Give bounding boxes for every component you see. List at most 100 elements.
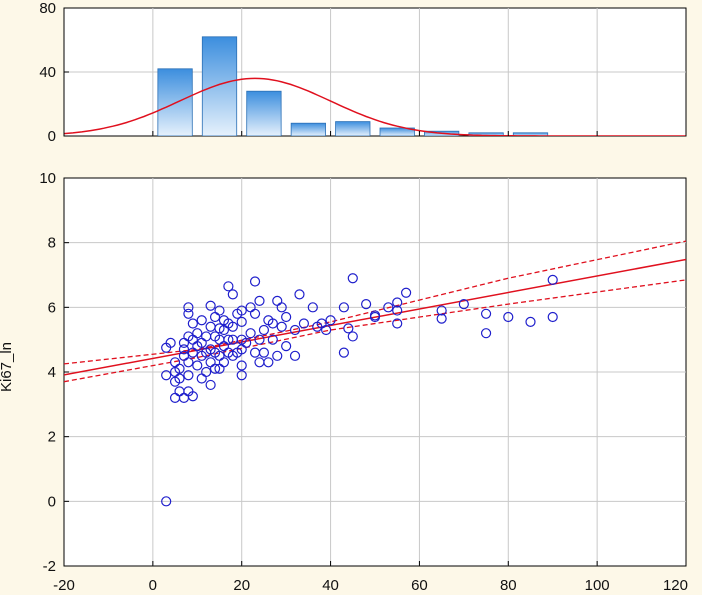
scatter-point — [258, 324, 270, 336]
regression-line — [64, 258, 686, 376]
scatter-point — [263, 357, 274, 368]
scatter-point — [321, 324, 332, 336]
scatter-points — [161, 273, 558, 507]
scatter-point — [401, 287, 412, 298]
scatter-y-tick-label: 0 — [48, 493, 56, 510]
scatter-point — [267, 334, 278, 345]
scatter-point — [258, 347, 270, 358]
scatter-point — [205, 300, 216, 311]
scatter-y-tick-label: 2 — [48, 429, 56, 446]
scatter-point — [241, 337, 252, 348]
scatter-point — [392, 318, 403, 329]
scatter-point — [392, 297, 403, 308]
scatter-point — [347, 331, 358, 342]
scatter-point — [338, 302, 349, 313]
scatter-point — [343, 323, 354, 334]
scatter-point — [272, 350, 283, 361]
scatter-point — [223, 281, 234, 292]
scatter-point — [392, 305, 403, 316]
scatter-point — [183, 302, 194, 313]
scatter-point — [281, 341, 292, 352]
histogram-bar — [379, 127, 415, 136]
scatter-y-tick-label: 4 — [48, 364, 56, 381]
scatter-point — [187, 391, 198, 402]
scatter-point — [192, 360, 203, 371]
scatter-point — [178, 344, 190, 355]
scatter-point — [214, 323, 225, 334]
scatter-point — [480, 308, 492, 319]
scatter-point — [276, 302, 287, 313]
histogram-bars — [157, 36, 549, 136]
scatter-point — [276, 321, 287, 332]
histogram-bar — [335, 121, 371, 136]
scatter-x-ticks: -20 0 20 40 60 80 100 120 — [53, 131, 688, 594]
scatter-y-ticks: -2 0 2 4 6 8 10 — [39, 170, 69, 575]
scatter-point — [183, 370, 194, 381]
scatter-point — [236, 316, 247, 327]
scatter-point — [209, 363, 221, 374]
scatter-point — [205, 379, 216, 391]
scatter-point — [249, 308, 261, 319]
scatter-point — [161, 496, 172, 507]
scatter-point — [236, 360, 247, 371]
scatter-point — [436, 305, 447, 316]
y-axis-label: Ki67_ln — [0, 342, 15, 392]
scatter-point — [187, 318, 198, 329]
scatter-point — [223, 334, 234, 345]
scatter-point — [281, 311, 292, 323]
scatter-point — [347, 273, 358, 284]
scatter-x-tick-label: 120 — [663, 577, 688, 594]
scatter-point — [503, 311, 514, 323]
scatter-y-tick-label: 8 — [48, 235, 56, 252]
scatter-point — [547, 274, 558, 285]
scatter-point — [236, 305, 247, 316]
scatter-point — [236, 370, 247, 381]
scatter-point — [525, 316, 536, 327]
scatter-x-tick-label: 20 — [233, 577, 250, 594]
scatter-point — [436, 313, 447, 324]
histogram-bar — [246, 90, 282, 136]
scatter-y-tick-label: 10 — [39, 170, 56, 187]
scatter-point — [267, 318, 278, 329]
scatter-point — [249, 276, 261, 287]
scatter-point — [254, 334, 265, 345]
histogram-y-tick-label: 80 — [39, 0, 56, 17]
histogram-bar — [201, 36, 238, 136]
scatter-y-tick-label: -2 — [43, 558, 56, 575]
scatter-point — [201, 366, 212, 378]
scatter-point — [165, 337, 176, 348]
scatter-point — [338, 347, 349, 358]
histogram-bar — [512, 132, 549, 136]
scatter-point — [245, 328, 256, 339]
scatter-point — [369, 310, 381, 321]
scatter-point — [218, 357, 230, 368]
scatter-x-tick-label: 100 — [585, 577, 610, 594]
scatter-point — [294, 289, 305, 300]
scatter-point — [480, 328, 492, 339]
scatter-point — [254, 295, 265, 306]
scatter-x-tick-label: 0 — [149, 577, 157, 594]
scatter-point — [192, 328, 203, 339]
scatter-x-tick-label: 60 — [411, 577, 428, 594]
scatter-x-tick-label: -20 — [53, 577, 75, 594]
scatter-point — [458, 299, 469, 310]
scatter-point — [214, 305, 225, 316]
scatter-x-tick-label: 40 — [322, 577, 339, 594]
scatter-point — [298, 318, 310, 329]
histogram-bar — [290, 122, 326, 136]
scatter-point — [383, 302, 394, 313]
scatter-point — [183, 357, 194, 368]
scatter-point — [183, 308, 194, 319]
scatter-point — [547, 311, 558, 323]
scatter-point — [174, 373, 185, 384]
scatter-point — [196, 315, 207, 326]
confidence-band-lower — [64, 279, 686, 383]
histogram-y-tick-label: 40 — [39, 64, 56, 81]
scatter-point — [227, 289, 238, 300]
histogram-y-tick-label: 0 — [48, 128, 56, 145]
scatter-point — [289, 324, 301, 336]
scatter-grid — [64, 178, 686, 566]
confidence-band — [64, 240, 686, 383]
confidence-band-upper — [64, 240, 686, 365]
